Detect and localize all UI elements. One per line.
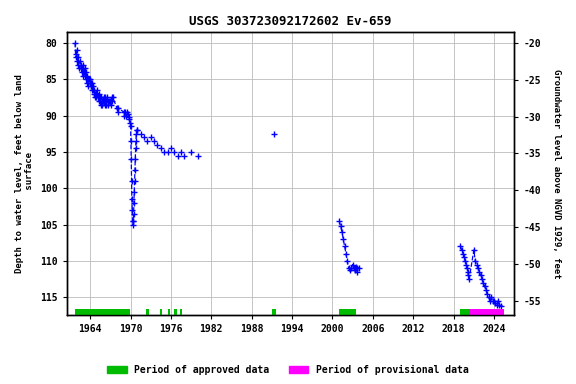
Legend: Period of approved data, Period of provisional data: Period of approved data, Period of provi…: [103, 361, 473, 379]
Title: USGS 303723092172602 Ev-659: USGS 303723092172602 Ev-659: [189, 15, 392, 28]
Y-axis label: Depth to water level, feet below land
 surface: Depth to water level, feet below land su…: [15, 74, 35, 273]
Bar: [180, 308, 183, 315]
Bar: [471, 308, 504, 315]
Bar: [75, 308, 130, 315]
Bar: [175, 308, 177, 315]
Bar: [272, 308, 276, 315]
Y-axis label: Groundwater level above NGVD 1929, feet: Groundwater level above NGVD 1929, feet: [552, 69, 561, 278]
Bar: [146, 308, 149, 315]
Bar: [168, 308, 169, 315]
Bar: [339, 308, 356, 315]
Bar: [460, 308, 470, 315]
Bar: [160, 308, 162, 315]
